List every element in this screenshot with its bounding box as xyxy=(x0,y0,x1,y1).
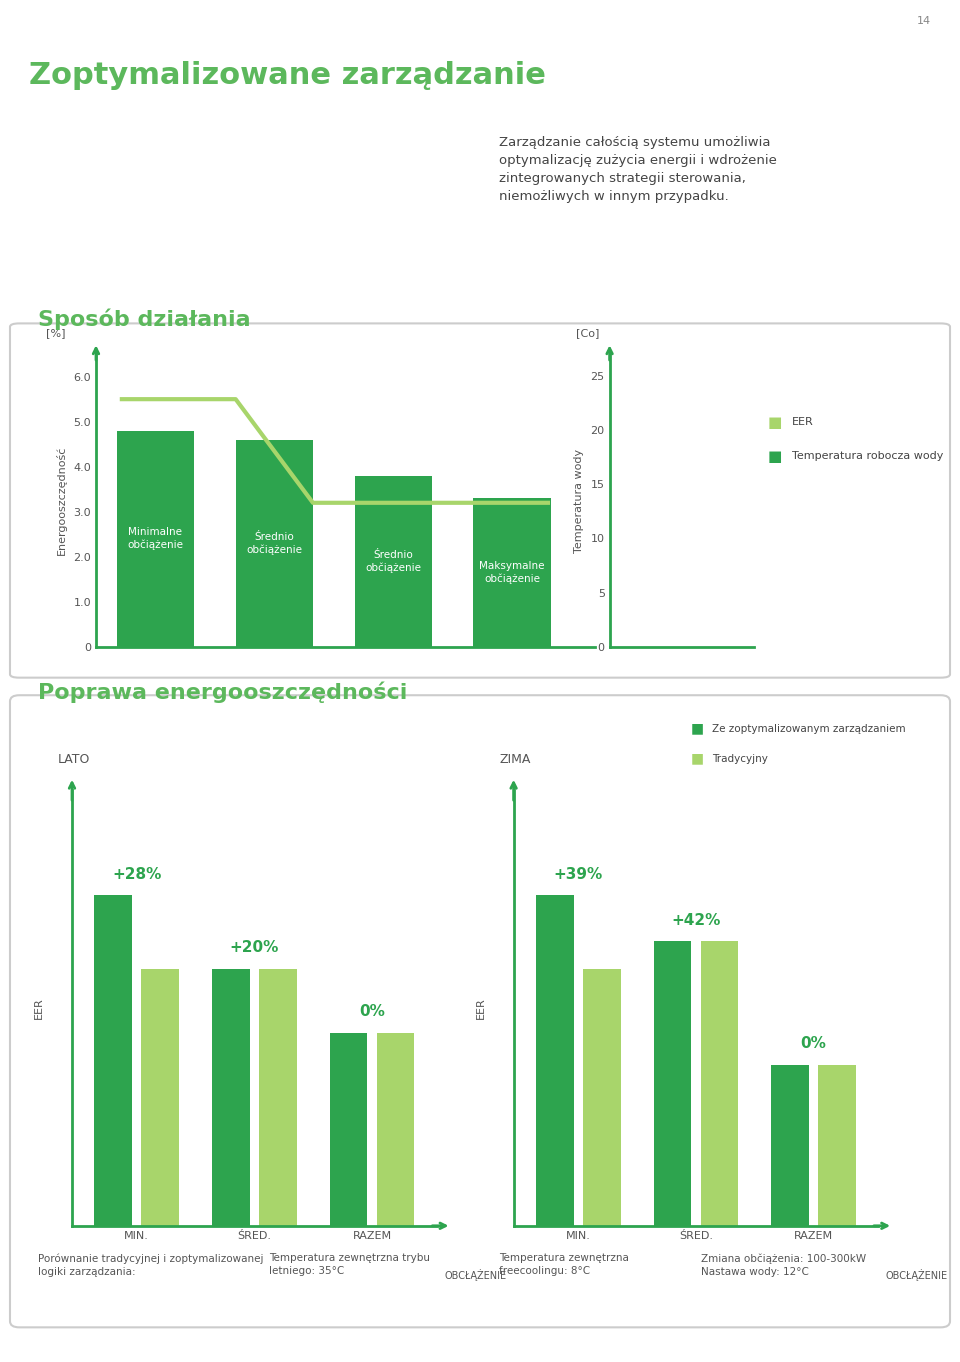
Bar xyxy=(329,1034,368,1226)
Y-axis label: Temperatura wody: Temperatura wody xyxy=(574,448,584,553)
Text: Poprawa energooszczędności: Poprawa energooszczędności xyxy=(38,681,408,703)
Bar xyxy=(536,895,574,1226)
Text: Zmiana občiążenia: 100-300kW
Nastawa wody: 12°C: Zmiana občiążenia: 100-300kW Nastawa wod… xyxy=(701,1253,866,1276)
Text: Minimalne
občiążenie: Minimalne občiążenie xyxy=(128,527,183,550)
Text: ■: ■ xyxy=(768,414,782,430)
Text: Porównanie tradycyjnej i zoptymalizowanej
logiki zarządzania:: Porównanie tradycyjnej i zoptymalizowane… xyxy=(38,1253,264,1276)
Bar xyxy=(583,968,621,1226)
FancyBboxPatch shape xyxy=(10,695,950,1328)
Text: Średnio
občiążenie: Średnio občiążenie xyxy=(365,550,421,573)
Text: Średnio
občiążenie: Średnio občiążenie xyxy=(247,531,302,554)
Text: ■: ■ xyxy=(768,448,782,464)
Text: LATO: LATO xyxy=(58,753,90,767)
FancyBboxPatch shape xyxy=(10,323,950,678)
Text: +20%: +20% xyxy=(229,940,279,955)
Bar xyxy=(212,968,250,1226)
Text: +39%: +39% xyxy=(554,866,603,881)
Bar xyxy=(94,895,132,1226)
Text: Zoptymalizowane zarządzanie: Zoptymalizowane zarządzanie xyxy=(29,61,545,90)
Text: Zarządzanie całością systemu umożliwia
optymalizację zużycia energii i wdrożenie: Zarządzanie całością systemu umożliwia o… xyxy=(499,136,777,203)
Bar xyxy=(473,498,551,647)
Text: EER: EER xyxy=(476,997,486,1019)
Text: ■: ■ xyxy=(691,752,705,765)
Text: Temperatura zewnętrzna trybu
letniego: 35°C: Temperatura zewnętrzna trybu letniego: 3… xyxy=(269,1253,430,1276)
Bar xyxy=(818,1065,856,1226)
Bar xyxy=(141,968,180,1226)
Text: +28%: +28% xyxy=(112,866,161,881)
Bar xyxy=(259,968,297,1226)
Text: 14: 14 xyxy=(917,16,931,26)
Bar xyxy=(117,430,194,647)
Text: Ze zoptymalizowanym zarządzaniem: Ze zoptymalizowanym zarządzaniem xyxy=(712,723,906,734)
Bar xyxy=(354,475,432,647)
Bar xyxy=(771,1065,809,1226)
Text: Tradycyjny: Tradycyjny xyxy=(712,753,768,764)
Text: [Co]: [Co] xyxy=(576,328,600,339)
Text: ■: ■ xyxy=(691,722,705,735)
Bar xyxy=(235,440,313,647)
Text: ZIMA: ZIMA xyxy=(499,753,531,767)
Text: OBCŁĄŻENIE: OBCŁĄŻENIE xyxy=(444,1269,506,1282)
Text: LICZBA PRACUJĄCYCH URZĄDZEŃ: LICZBA PRACUJĄCYCH URZĄDZEŃ xyxy=(254,700,437,712)
Text: 0%: 0% xyxy=(801,1036,827,1051)
Text: OBCŁĄŻENIE: OBCŁĄŻENIE xyxy=(886,1269,948,1282)
Text: EER: EER xyxy=(792,417,814,428)
Text: Temperatura zewnętrzna
freecoolingu: 8°C: Temperatura zewnętrzna freecoolingu: 8°C xyxy=(499,1253,629,1276)
Text: Sposób działania: Sposób działania xyxy=(38,308,251,330)
Text: +42%: +42% xyxy=(671,913,721,928)
Text: Maksymalne
občiążenie: Maksymalne občiążenie xyxy=(479,561,544,584)
Text: Temperatura robocza wody: Temperatura robocza wody xyxy=(792,451,944,462)
Y-axis label: Energooszczędność: Energooszczędność xyxy=(56,445,66,556)
Text: 0%: 0% xyxy=(359,1004,385,1019)
Bar xyxy=(701,941,738,1226)
Text: EER: EER xyxy=(35,997,44,1019)
Bar xyxy=(654,941,691,1226)
Bar xyxy=(376,1034,415,1226)
Text: [%]: [%] xyxy=(46,328,66,339)
